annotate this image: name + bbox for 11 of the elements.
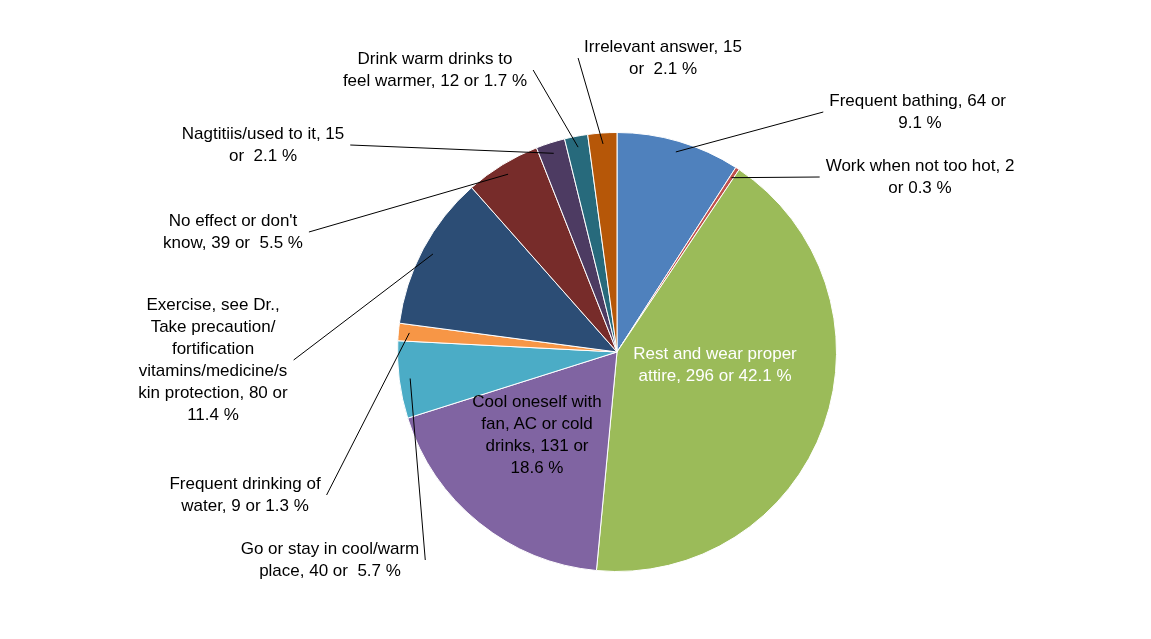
slice-label: Nagtitiis/used to it, 15 or 2.1 % — [181, 123, 345, 165]
slice-label: Exercise, see Dr., Take precaution/ fortification vitamins/medicine/s kin protection, 80 or 11.4 % — [138, 294, 288, 424]
slice-label: Work when not too hot, 2 or 0.3 % — [825, 155, 1015, 197]
slice-label: Rest and wear proper attire, 296 or 42.1 % — [633, 343, 798, 385]
slice-label: No effect or don't know, 39 or 5.5 % — [163, 210, 303, 252]
slice-label: Go or stay in cool/warm place, 40 or 5.7 % — [240, 538, 420, 580]
slice-label: Frequent bathing, 64 or 9.1 % — [829, 90, 1011, 132]
slice-label: Irrelevant answer, 15 or 2.1 % — [584, 36, 742, 78]
slice-label: Frequent drinking of water, 9 or 1.3 % — [169, 473, 321, 515]
slice-label: Drink warm drinks to feel warmer, 12 or 1.7 % — [342, 48, 528, 90]
slice-label: Cool oneself with fan, AC or cold drinks, 131 or 18.6 % — [472, 391, 602, 477]
